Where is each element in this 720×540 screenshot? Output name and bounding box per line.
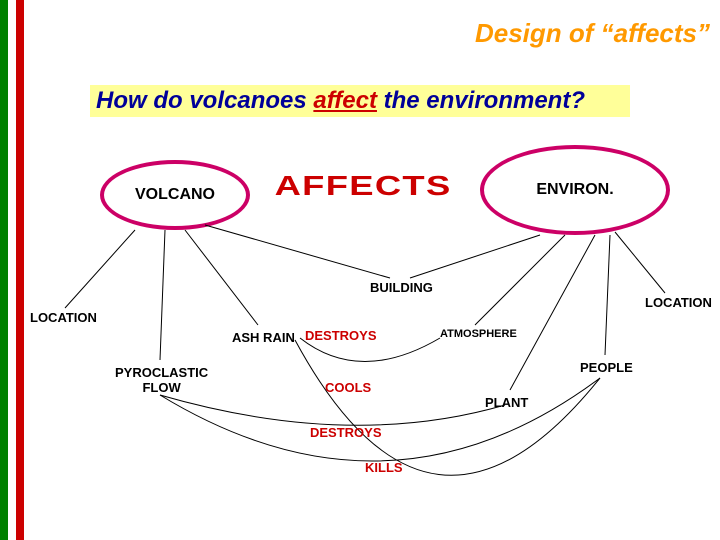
label-pyro-line1: PYROCLASTIC [115,365,208,380]
subtitle-pre: How do volcanoes [96,87,313,114]
flag-stripe-green [0,0,8,540]
node-environ: ENVIRON. [480,145,670,235]
subtitle-highlight: How do volcanoes affect the environment? [90,85,630,117]
label-destroys-1: DESTROYS [305,328,377,343]
label-atmosphere: ATMOSPHERE [440,328,517,340]
label-pyro-line2: FLOW [142,380,180,395]
label-building: BUILDING [370,280,433,295]
label-pyroclastic-flow: PYROCLASTIC FLOW [115,365,208,395]
subtitle: How do volcanoes affect the environment? [96,87,585,114]
node-environ-label: ENVIRON. [536,181,613,199]
label-location-left: LOCATION [30,310,97,325]
node-volcano: VOLCANO [100,160,250,230]
node-volcano-label: VOLCANO [135,186,215,204]
label-cools: COOLS [325,380,371,395]
label-destroys-2: DESTROYS [310,425,382,440]
label-people: PEOPLE [580,360,633,375]
affects-wordart: AFFECTS [275,170,452,202]
flag-stripe-white [8,0,16,540]
label-plant: PLANT [485,395,528,410]
label-ash-rain: ASH RAIN [232,330,295,345]
connector-lines [0,0,720,540]
subtitle-affect: affect [313,87,377,114]
label-kills: KILLS [365,460,403,475]
page-title: Design of “affects” [475,18,710,49]
label-location-right: LOCATION [645,295,712,310]
subtitle-post: the environment? [377,87,585,114]
flag-stripe-red [16,0,24,540]
